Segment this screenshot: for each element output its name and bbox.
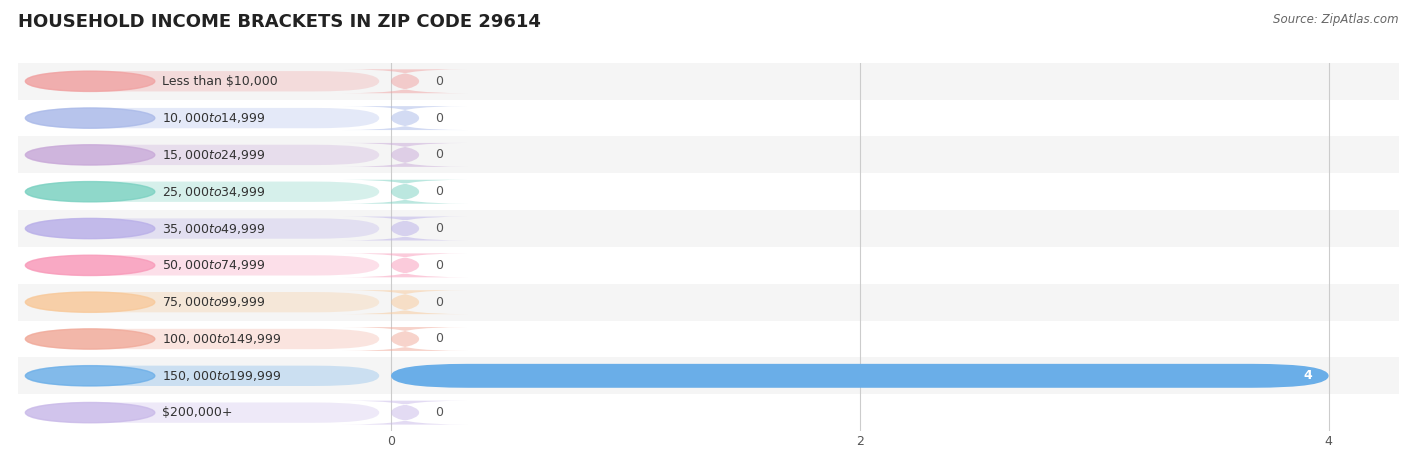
FancyBboxPatch shape: [25, 71, 380, 92]
FancyBboxPatch shape: [25, 145, 380, 165]
Text: 0: 0: [436, 406, 443, 419]
Circle shape: [25, 255, 155, 276]
Text: 0: 0: [436, 185, 443, 198]
Text: $15,000 to $24,999: $15,000 to $24,999: [162, 148, 266, 162]
FancyBboxPatch shape: [343, 106, 467, 130]
Bar: [18, 210, 1399, 247]
FancyBboxPatch shape: [343, 180, 467, 204]
FancyBboxPatch shape: [343, 216, 467, 241]
Text: $100,000 to $149,999: $100,000 to $149,999: [162, 332, 281, 346]
Text: 0: 0: [436, 149, 443, 161]
FancyBboxPatch shape: [343, 290, 467, 314]
Text: 0: 0: [436, 259, 443, 272]
Text: $150,000 to $199,999: $150,000 to $199,999: [162, 369, 281, 383]
Text: $25,000 to $34,999: $25,000 to $34,999: [162, 185, 266, 199]
Circle shape: [25, 365, 155, 386]
Circle shape: [25, 71, 155, 92]
Text: 4: 4: [1303, 370, 1312, 382]
Text: Less than $10,000: Less than $10,000: [162, 75, 277, 88]
Text: $75,000 to $99,999: $75,000 to $99,999: [162, 295, 266, 309]
FancyBboxPatch shape: [343, 253, 467, 277]
Text: 0: 0: [436, 222, 443, 235]
Bar: [18, 284, 1399, 321]
Circle shape: [25, 402, 155, 423]
Bar: [18, 173, 1399, 210]
Circle shape: [25, 145, 155, 165]
FancyBboxPatch shape: [25, 365, 380, 386]
Text: $50,000 to $74,999: $50,000 to $74,999: [162, 258, 266, 273]
Circle shape: [25, 181, 155, 202]
Circle shape: [25, 218, 155, 239]
FancyBboxPatch shape: [343, 327, 467, 351]
Bar: [18, 247, 1399, 284]
Bar: [18, 100, 1399, 136]
Circle shape: [25, 329, 155, 349]
FancyBboxPatch shape: [25, 108, 380, 128]
Text: $200,000+: $200,000+: [162, 406, 232, 419]
Text: $10,000 to $14,999: $10,000 to $14,999: [162, 111, 266, 125]
FancyBboxPatch shape: [343, 69, 467, 93]
Bar: [18, 136, 1399, 173]
FancyBboxPatch shape: [25, 292, 380, 313]
FancyBboxPatch shape: [25, 181, 380, 202]
Text: 0: 0: [436, 333, 443, 345]
Text: 0: 0: [436, 296, 443, 308]
FancyBboxPatch shape: [25, 255, 380, 276]
Circle shape: [25, 108, 155, 128]
Text: 0: 0: [436, 112, 443, 124]
Text: $35,000 to $49,999: $35,000 to $49,999: [162, 221, 266, 236]
FancyBboxPatch shape: [25, 402, 380, 423]
Bar: [18, 63, 1399, 100]
FancyBboxPatch shape: [25, 329, 380, 349]
Bar: [18, 357, 1399, 394]
FancyBboxPatch shape: [25, 218, 380, 239]
Circle shape: [25, 292, 155, 313]
Text: HOUSEHOLD INCOME BRACKETS IN ZIP CODE 29614: HOUSEHOLD INCOME BRACKETS IN ZIP CODE 29…: [18, 13, 541, 31]
Text: 0: 0: [436, 75, 443, 88]
Bar: [18, 321, 1399, 357]
FancyBboxPatch shape: [343, 401, 467, 425]
Text: Source: ZipAtlas.com: Source: ZipAtlas.com: [1274, 13, 1399, 26]
FancyBboxPatch shape: [343, 143, 467, 167]
FancyBboxPatch shape: [391, 364, 1329, 388]
Bar: [18, 394, 1399, 431]
